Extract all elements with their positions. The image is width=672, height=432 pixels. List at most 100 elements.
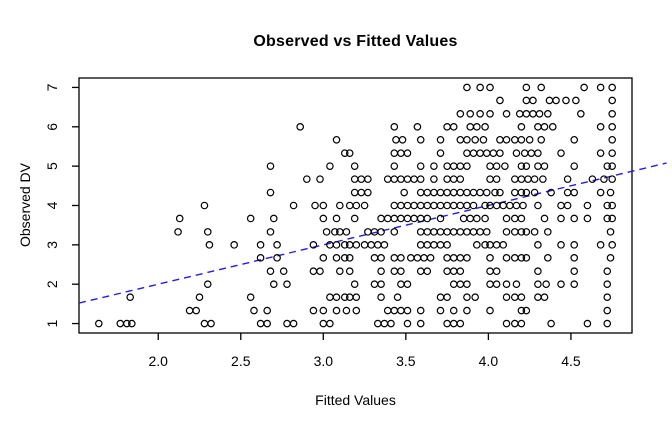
y-tick-label: 2	[44, 280, 60, 288]
data-point	[246, 293, 255, 301]
data-point	[443, 122, 451, 131]
y-tick-label: 7	[44, 83, 60, 91]
data-point	[481, 241, 489, 249]
data-point	[570, 135, 579, 144]
data-point	[423, 241, 432, 249]
data-point	[413, 254, 422, 262]
data-point	[482, 228, 491, 236]
data-point	[449, 267, 458, 276]
data-point	[471, 135, 479, 144]
data-point	[350, 162, 359, 170]
data-point	[539, 175, 547, 183]
data-point	[580, 83, 588, 92]
data-point	[534, 241, 542, 249]
data-point	[557, 214, 565, 223]
data-point	[289, 201, 298, 210]
data-point	[174, 228, 182, 236]
data-point	[603, 162, 612, 170]
data-point	[530, 175, 539, 183]
data-point	[430, 201, 438, 210]
data-point	[416, 267, 425, 276]
data-point	[443, 319, 451, 328]
data-point	[540, 162, 549, 170]
data-point	[350, 280, 359, 289]
data-point	[303, 175, 311, 183]
data-point	[383, 175, 392, 183]
data-point	[200, 201, 209, 210]
y-axis: 1 2 3 4 5 6 7	[44, 83, 79, 327]
data-point	[530, 228, 539, 236]
data-point	[416, 306, 425, 315]
x-tick-label: 4.5	[561, 353, 581, 369]
data-point	[192, 306, 201, 315]
data-point	[534, 267, 542, 276]
data-point	[456, 254, 465, 262]
data-point	[499, 241, 508, 249]
data-point	[499, 201, 508, 210]
data-point	[486, 83, 494, 92]
data-point	[510, 214, 519, 223]
data-point	[397, 306, 405, 315]
data-point	[522, 228, 531, 236]
data-point	[332, 306, 341, 315]
data-point	[390, 214, 399, 223]
data-point	[345, 254, 354, 262]
data-point	[390, 267, 399, 276]
data-point	[377, 228, 385, 236]
data-point	[443, 254, 451, 262]
data-point	[430, 241, 438, 249]
data-point	[336, 201, 344, 210]
data-point	[319, 214, 328, 223]
data-point	[603, 267, 612, 276]
y-tick-label: 1	[44, 319, 60, 327]
data-point	[496, 188, 504, 197]
data-point	[449, 306, 458, 315]
data-point	[463, 149, 471, 157]
data-point	[436, 241, 445, 249]
data-point	[332, 254, 341, 262]
data-point	[563, 188, 572, 197]
data-point	[390, 175, 399, 183]
data-point	[479, 135, 488, 144]
data-point	[517, 175, 526, 183]
data-point	[510, 254, 519, 262]
data-point	[608, 214, 616, 223]
data-point	[510, 188, 519, 197]
data-point	[492, 201, 501, 210]
y-axis-label: Observed DV	[17, 162, 33, 248]
data-point	[596, 83, 605, 92]
data-point	[397, 254, 405, 262]
data-point	[570, 267, 579, 276]
data-point	[332, 241, 341, 249]
data-point	[416, 201, 425, 210]
data-point	[517, 162, 526, 170]
data-point	[486, 254, 494, 262]
data-point	[380, 241, 389, 249]
data-point	[322, 228, 331, 236]
data-point	[332, 135, 341, 144]
data-point	[570, 162, 579, 170]
data-point	[557, 201, 565, 210]
data-point	[534, 280, 542, 289]
data-point	[364, 175, 372, 183]
data-point	[392, 135, 400, 144]
data-point	[534, 149, 542, 157]
data-point	[416, 175, 425, 183]
data-point	[279, 267, 288, 276]
data-point	[449, 228, 458, 236]
x-axis: 2.0 2.5 3.0 3.5 4.0 4.5	[149, 333, 581, 369]
data-point	[522, 162, 531, 170]
data-point	[390, 306, 399, 315]
data-point	[273, 241, 281, 249]
data-point	[491, 188, 499, 197]
data-point	[456, 201, 465, 210]
data-point	[380, 319, 389, 328]
data-point	[266, 267, 275, 276]
data-point	[449, 201, 458, 210]
x-axis-label: Fitted Values	[315, 392, 396, 408]
data-point	[608, 110, 616, 118]
data-point	[522, 96, 531, 105]
data-point	[517, 293, 526, 301]
data-point	[547, 188, 555, 197]
data-point	[352, 201, 361, 210]
